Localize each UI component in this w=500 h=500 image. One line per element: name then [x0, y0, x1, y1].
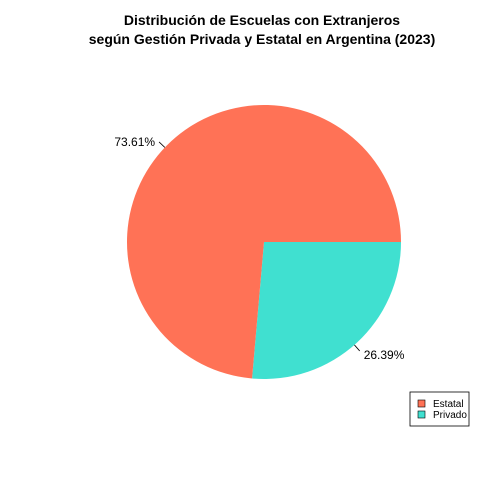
legend-label-privado: Privado [433, 410, 467, 421]
chart-title: Distribución de Escuelas con Extranjeros [124, 12, 400, 28]
legend-swatch-privado [418, 411, 425, 418]
legend-label-estatal: Estatal [433, 399, 464, 410]
chart-subtitle: según Gestión Privada y Estatal en Argen… [89, 31, 435, 47]
leader-line-estatal [159, 142, 165, 148]
legend: Estatal Privado [410, 392, 469, 426]
pct-label-estatal: 73.61% [114, 135, 155, 149]
leader-line-privado [354, 345, 359, 351]
pct-label-privado: 26.39% [364, 348, 405, 362]
pie-slices [127, 105, 401, 379]
legend-swatch-estatal [418, 400, 425, 407]
